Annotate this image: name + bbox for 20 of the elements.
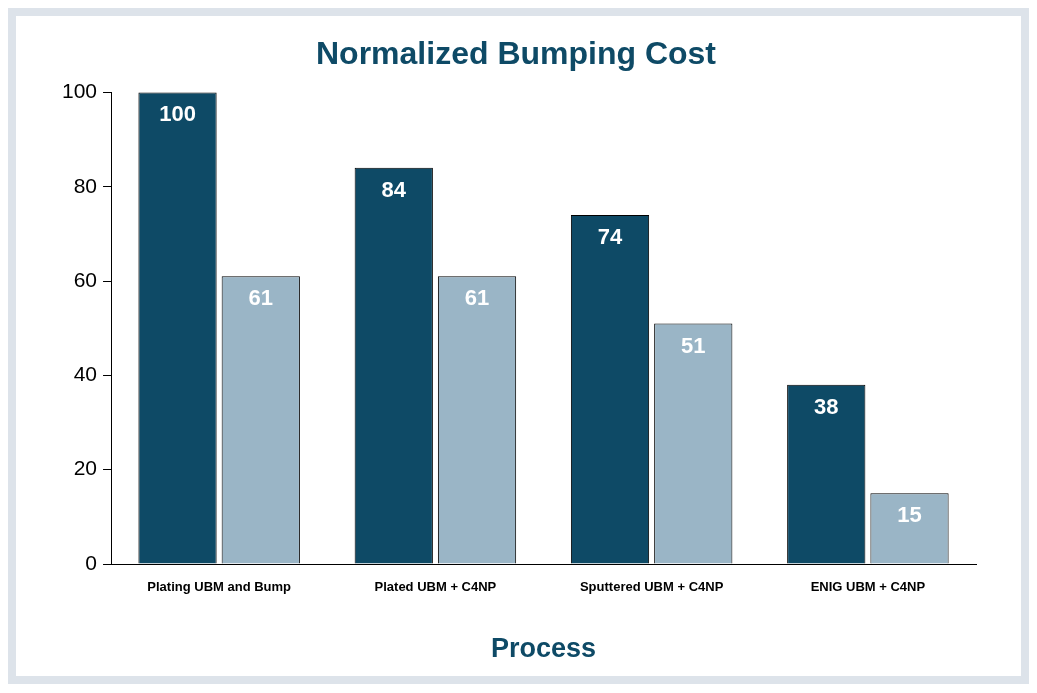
y-tick-label: 60 [73,267,98,291]
data-label: 74 [597,224,624,250]
y-tick-label: 20 [73,456,98,480]
chart-title: Normalized Bumping Cost [315,35,717,72]
x-tick-label: Sputtered UBM + C4NP [579,579,724,595]
data-label: 61 [248,285,274,311]
x-axis-title: Process [490,633,597,664]
data-label: 61 [464,285,490,311]
data-label: 15 [897,502,922,528]
x-tick-label: ENIG UBM + C4NP [810,579,926,595]
data-label: 38 [814,393,839,419]
y-tick-label: 80 [73,173,98,197]
data-label: 84 [381,176,407,202]
y-tick-label: 0 [85,550,98,574]
data-label: 100 [159,101,196,127]
x-tick-label: Plated UBM + C4NP [374,579,497,595]
data-label: 51 [681,332,706,358]
y-tick-label: 40 [73,362,98,386]
x-tick-label: Plating UBM and Bump [147,579,292,595]
y-tick-label: 100 [61,79,98,103]
